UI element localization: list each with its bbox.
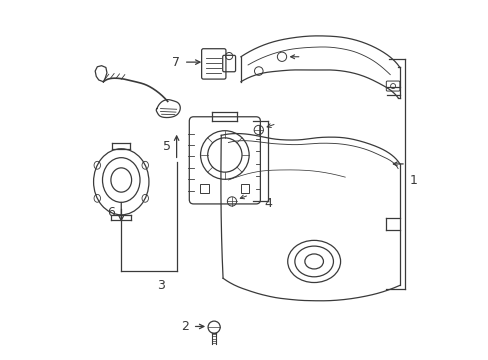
Text: 5: 5 xyxy=(163,140,171,153)
Text: 1: 1 xyxy=(409,174,417,186)
Text: 2: 2 xyxy=(181,320,189,333)
Text: 6: 6 xyxy=(107,206,115,219)
Text: 3: 3 xyxy=(156,279,164,292)
Text: 7: 7 xyxy=(172,55,180,69)
Text: 4: 4 xyxy=(264,197,271,210)
